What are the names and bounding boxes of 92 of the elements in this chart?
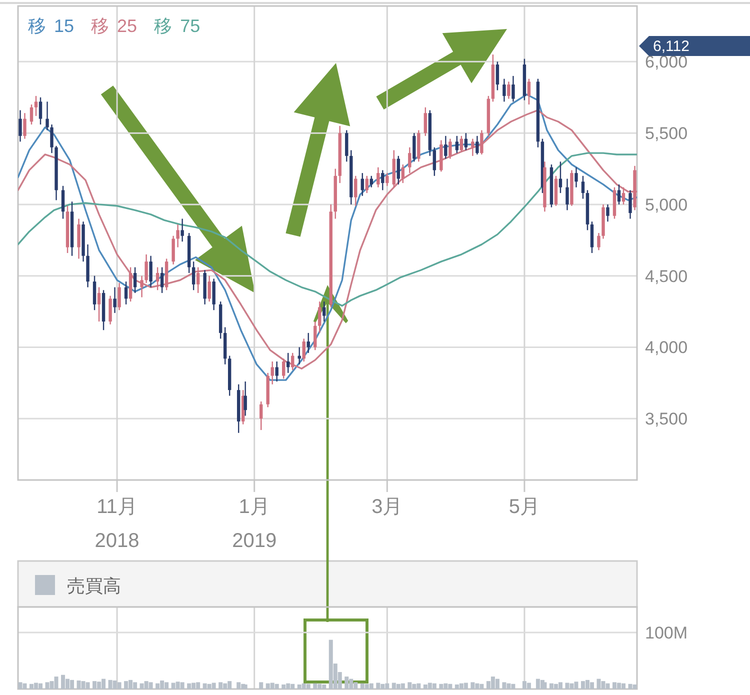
candlestick [512, 75, 515, 102]
candlestick [354, 175, 358, 206]
candlestick [23, 112, 26, 140]
candlestick [160, 266, 164, 294]
candlestick [302, 338, 306, 362]
candlestick [144, 254, 148, 284]
x-tick-label: 3月 [372, 496, 403, 518]
candlestick [140, 275, 144, 298]
candlestick [77, 218, 80, 260]
candlestick [208, 275, 211, 302]
candlestick [460, 135, 464, 152]
candlestick [30, 104, 34, 126]
text: 移 15 [28, 16, 74, 36]
candlestick [108, 295, 112, 325]
x-tick-label: 11月 2018 [94, 496, 140, 552]
candlestick [50, 124, 54, 154]
candlestick [306, 332, 310, 354]
candlestick [480, 130, 484, 156]
candlestick [606, 204, 610, 222]
candlestick [133, 266, 137, 294]
candlestick [149, 255, 152, 288]
candlestick [381, 170, 384, 191]
candlestick [444, 135, 448, 160]
candlestick [396, 155, 400, 186]
candlestick [408, 146, 412, 174]
candlestick [365, 175, 368, 194]
candlestick [464, 132, 468, 151]
candlestick [318, 300, 322, 334]
candlestick [507, 81, 510, 100]
candlestick [124, 280, 128, 305]
candlestick [38, 96, 42, 126]
candlestick [260, 400, 263, 431]
candlestick [424, 106, 428, 137]
candlestick [192, 260, 196, 291]
y-tick-label: 4,000 [645, 338, 688, 358]
candlestick [496, 61, 500, 91]
candlestick [46, 101, 49, 131]
candlestick [370, 175, 373, 188]
y-tick-label: 6,000 [645, 52, 688, 72]
candlestick [113, 286, 116, 314]
candlestick [18, 110, 22, 142]
candlestick [360, 172, 364, 196]
x-tick-label: 1月 2019 [232, 496, 277, 552]
candlestick [345, 130, 348, 162]
candlestick [558, 161, 562, 194]
candlestick [401, 164, 405, 184]
candlestick [471, 138, 474, 157]
candlestick [527, 78, 531, 106]
candlestick [118, 282, 121, 311]
candlestick [574, 166, 578, 188]
candlestick [156, 266, 160, 291]
candlestick [34, 95, 38, 117]
candlestick [412, 132, 416, 162]
candlestick [270, 360, 274, 385]
candlestick [581, 175, 585, 200]
text: 移 25 [91, 16, 138, 36]
y-tick-label: 100M [645, 623, 688, 642]
candlestick [566, 178, 569, 211]
candlestick [476, 135, 479, 156]
candlestick [172, 235, 175, 266]
candlestick [61, 185, 65, 220]
candlestick [448, 138, 452, 160]
candlestick [176, 224, 180, 248]
y-tick-label: 3,500 [645, 410, 688, 429]
candlestick [597, 232, 600, 251]
candlestick [92, 275, 96, 311]
candlestick [432, 146, 436, 176]
x-tick-label: 5月 [508, 496, 540, 518]
legend-label: 売買高 [67, 576, 121, 596]
candlestick [244, 380, 247, 416]
candlestick [590, 220, 594, 254]
candlestick [622, 186, 626, 206]
candlestick [97, 286, 101, 322]
candlestick [386, 172, 389, 186]
text: 移 75 [154, 16, 200, 36]
y-tick-label: 4,500 [645, 266, 688, 286]
candlestick [376, 166, 380, 188]
candlestick [617, 184, 621, 206]
candlestick [455, 135, 459, 154]
candlestick [502, 78, 506, 102]
candlestick [180, 218, 184, 242]
candlestick [196, 266, 200, 294]
candlestick [286, 352, 290, 374]
text: 6,112 [653, 38, 690, 55]
candlestick [628, 190, 632, 220]
candlestick [275, 360, 278, 382]
candlestick [212, 278, 216, 311]
y-tick-label: 5,500 [645, 124, 688, 144]
y-tick-label: 5,000 [645, 195, 688, 214]
line-series [18, 152, 637, 307]
candlestick [314, 320, 317, 351]
candlestick [322, 300, 326, 322]
